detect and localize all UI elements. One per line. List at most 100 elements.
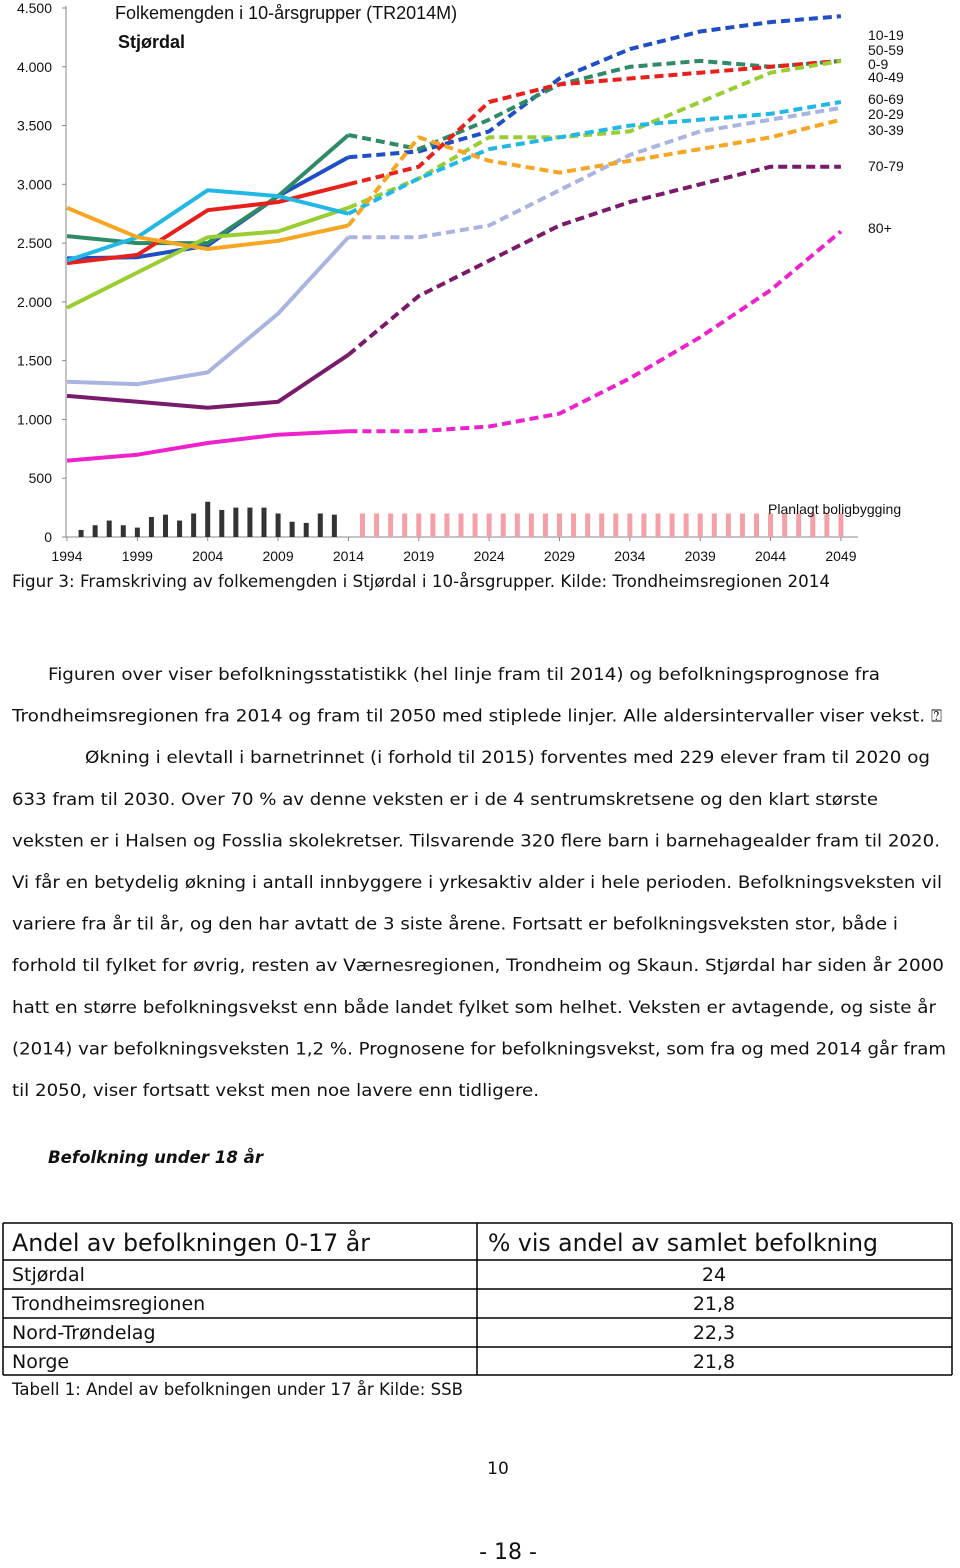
table-cell: 21,8 (693, 1293, 735, 1315)
bar (613, 513, 619, 537)
series-line-forecast (346, 117, 842, 227)
bar (641, 513, 647, 537)
body-line: veksten er i Halsen og Fosslia skolekret… (12, 831, 940, 851)
bar (711, 513, 717, 537)
x-tick-label: 2034 (614, 548, 645, 564)
y-tick-label: 4.500 (17, 0, 52, 16)
bar (514, 513, 520, 537)
body-line: 633 fram til 2030. Over 70 % av denne ve… (12, 790, 878, 810)
y-tick-label: 0 (44, 529, 52, 545)
table-cell: 21,8 (693, 1351, 735, 1373)
bar (78, 529, 84, 537)
body-line: til 2050, viser fortsatt vekst men noe l… (12, 1081, 539, 1101)
legend-label: 70-79 (868, 158, 904, 174)
x-tick-label: 1999 (122, 548, 153, 564)
series-line-forecast (348, 229, 843, 434)
section-heading: Befolkning under 18 år (48, 1147, 265, 1168)
bar (725, 513, 731, 537)
x-tick-label: 2004 (192, 548, 223, 564)
bar (92, 525, 98, 537)
bar (261, 507, 267, 537)
bar (585, 513, 591, 537)
bar (824, 513, 830, 537)
table-cell: Nord-Trøndelag (12, 1322, 156, 1344)
body-line: Figuren over viser befolkningsstatistikk… (48, 665, 880, 685)
page-number: 10 (487, 1459, 509, 1479)
bar (388, 513, 394, 537)
bar (374, 513, 380, 537)
chart: Folkemengden i 10-årsgrupper (TR2014M) S… (17, 0, 904, 564)
bar (838, 513, 844, 537)
bar-label: Planlagt boligbygging (768, 501, 901, 517)
body-line: hatt en større befolkningsvekst enn både… (12, 997, 936, 1018)
bar (768, 513, 774, 537)
bar (120, 525, 126, 537)
x-tick-label: 2044 (755, 548, 786, 564)
table-cell: Stjørdal (12, 1264, 85, 1286)
table-header: % vis andel av samlet befolkning (488, 1229, 878, 1257)
bar (163, 514, 168, 537)
body-line: Trondheimsregionen fra 2014 og fram til … (11, 707, 942, 727)
bar (289, 521, 295, 537)
bar (191, 513, 197, 537)
series-line-forecast (348, 58, 842, 152)
y-tick-label: 1.000 (17, 411, 52, 427)
bar (134, 527, 140, 537)
series-line-history (66, 235, 350, 387)
bar (683, 513, 689, 537)
body-line: variere fra år til år, og den har avtatt… (12, 914, 898, 935)
body-line: Økning i elevtall i barnetrinnet (i forh… (85, 748, 930, 768)
bar (810, 513, 816, 537)
series-line-forecast (347, 164, 841, 357)
legend-label: 60-69 (868, 91, 904, 107)
series-line-history (66, 205, 349, 251)
bar (219, 509, 225, 537)
legend-label: 10-19 (868, 27, 904, 43)
bar (754, 513, 759, 537)
bar (782, 513, 788, 537)
bar (177, 520, 183, 537)
series-line-forecast (347, 58, 842, 187)
bar (697, 513, 703, 537)
x-tick-label: 2029 (544, 548, 575, 564)
bar (430, 513, 436, 537)
y-tick-label: 2.000 (17, 294, 52, 310)
bar (739, 513, 745, 537)
body-line: forhold til fylket for øvrig, resten av … (12, 955, 944, 976)
series-line-history (66, 205, 350, 310)
bar (444, 513, 450, 537)
bar (458, 513, 464, 537)
table-header: Andel av befolkningen 0-17 år (12, 1228, 370, 1257)
body-line: Vi får en betydelig økning i antall innb… (12, 872, 942, 893)
series-line-forecast (348, 105, 842, 240)
series-line-history (66, 182, 349, 266)
figure-caption: Figur 3: Framskriving av folkemengden i … (12, 571, 830, 592)
bar (542, 513, 548, 537)
bar (486, 513, 492, 537)
table-cell: Norge (12, 1351, 69, 1373)
x-tick-label: 1994 (51, 548, 82, 564)
legend-label: 80+ (868, 220, 892, 236)
y-tick-label: 1.500 (17, 353, 52, 369)
legend-label: 0-9 (868, 56, 888, 72)
bar (599, 513, 605, 537)
body-line: (2014) var befolkningsveksten 1,2 %. Pro… (12, 1038, 946, 1059)
bar (669, 513, 675, 537)
bar (571, 513, 577, 537)
series-line-history (66, 188, 349, 263)
bar (627, 513, 633, 537)
bar (557, 513, 562, 537)
chart-subtitle: Stjørdal (118, 32, 185, 52)
table-cell: 24 (702, 1264, 726, 1286)
bar (416, 513, 422, 537)
x-tick-label: 2009 (262, 548, 293, 564)
x-tick-label: 2049 (825, 548, 856, 564)
bar (796, 513, 802, 537)
table-cell: Trondheimsregionen (11, 1293, 205, 1315)
legend-label: 30-39 (868, 122, 904, 138)
chart-title: Folkemengden i 10-årsgrupper (TR2014M) (115, 3, 457, 23)
bar (275, 513, 281, 537)
series-line-forecast (347, 58, 842, 210)
legend-label: 40-49 (868, 69, 904, 85)
